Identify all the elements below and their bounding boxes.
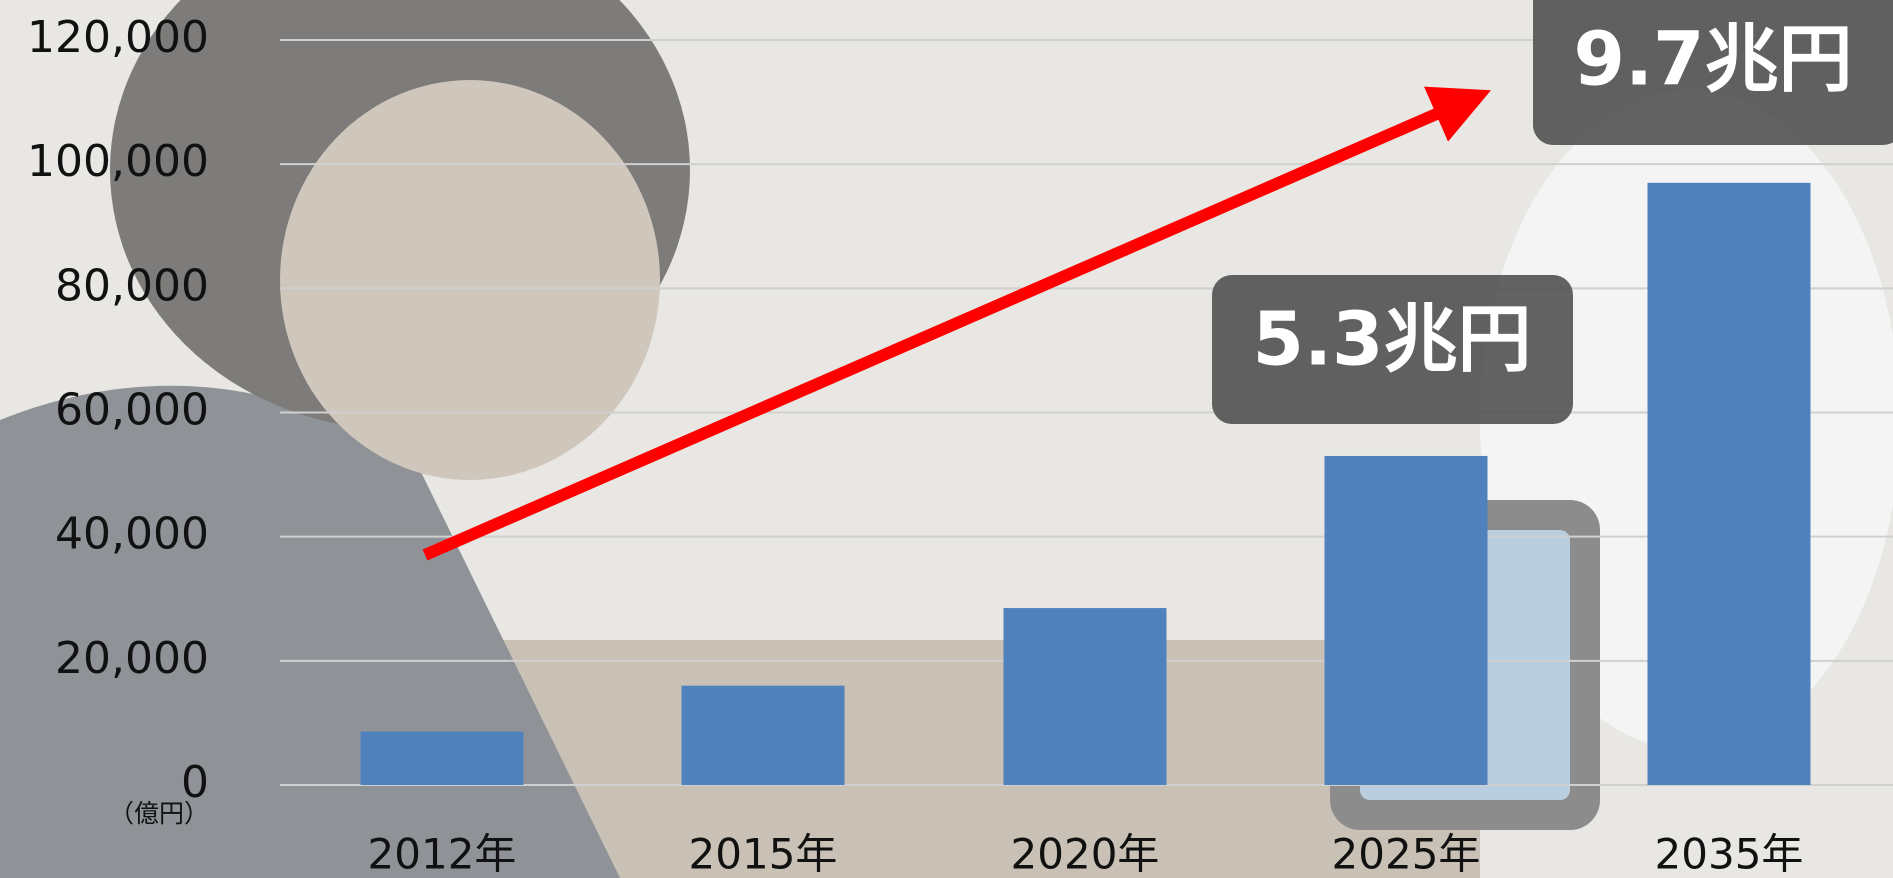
- y-tick-label: 100,000: [27, 136, 209, 187]
- y-tick-label: 40,000: [55, 509, 209, 560]
- bar: [1325, 456, 1488, 785]
- annotation: 9.7兆円: [1573, 17, 1852, 103]
- bar: [1004, 608, 1167, 785]
- unit-label: （億円）: [109, 799, 209, 828]
- y-tick-label: 80,000: [55, 260, 209, 311]
- y-tick-label: 120,000: [27, 12, 209, 63]
- bar: [1648, 183, 1811, 785]
- x-tick-label: 2025年: [1332, 830, 1481, 878]
- x-tick-label: 2015年: [689, 830, 838, 878]
- x-tick-label: 2012年: [368, 830, 517, 878]
- y-tick-label: 20,000: [55, 633, 209, 684]
- bar: [682, 686, 845, 785]
- y-tick-label: 60,000: [55, 385, 209, 436]
- annotation: 5.3兆円: [1252, 297, 1531, 383]
- x-tick-label: 2020年: [1011, 830, 1160, 878]
- chart: 020,00040,00060,00080,000100,000120,0002…: [0, 0, 1893, 878]
- x-tick-label: 2035年: [1655, 830, 1804, 878]
- bar: [361, 732, 524, 785]
